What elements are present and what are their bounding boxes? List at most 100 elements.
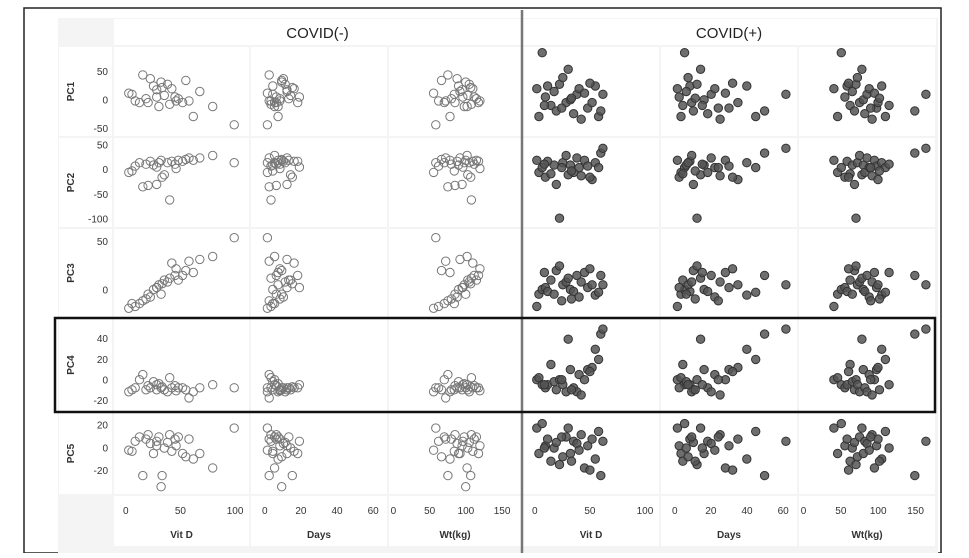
point-neg-days-pc1-25 — [294, 92, 305, 102]
point-neg-vitd-pc2-25 — [152, 162, 162, 172]
point-pos-wt-pc2-2 — [836, 162, 846, 173]
y-tick-pc4-3: -20 — [94, 396, 109, 407]
x-tick-1-0: 0 — [262, 506, 268, 517]
point-pos-vitd-pc3-8 — [554, 261, 565, 271]
point-neg-vitd-pc2-14 — [167, 156, 177, 167]
point-neg-wt-pc1-26 — [466, 82, 476, 93]
point-neg-vitd-pc1-10 — [156, 77, 166, 87]
point-pos-wt-pc4-26 — [843, 366, 854, 377]
point-pos-days-pc3-17 — [720, 267, 731, 278]
point-pos-vitd-pc5-9 — [558, 452, 568, 462]
point-pos-wt-pc2-19 — [873, 174, 883, 185]
panel-3-0 — [523, 47, 659, 136]
point-neg-vitd-pc3-24 — [127, 298, 137, 309]
point-neg-days-pc5-5 — [271, 430, 281, 440]
point-pos-days-pc1-9 — [683, 72, 693, 83]
point-pos-days-pc5-25 — [697, 443, 707, 453]
point-pos-days-pc3-25 — [697, 267, 707, 278]
point-neg-wt-pc5-2 — [439, 432, 449, 442]
point-pos-vitd-pc5-22 — [596, 470, 606, 481]
point-pos-wt-pc1-3 — [840, 92, 850, 102]
point-pos-wt-pc3-26 — [843, 264, 854, 274]
y-tick-pc4-1: 20 — [97, 355, 109, 366]
point-pos-days-pc2-14 — [706, 153, 716, 163]
point-pos-wt-pc2-26 — [843, 172, 854, 182]
point-pos-vitd-pc2-5 — [546, 169, 556, 179]
point-neg-vitd-pc2-8 — [152, 179, 162, 190]
point-neg-vitd-pc3-21 — [195, 254, 205, 265]
point-pos-days-pc5-18 — [724, 441, 734, 451]
y-tick-pc3-0: 50 — [97, 237, 109, 248]
point-pos-wt-pc1-23 — [921, 89, 931, 100]
point-pos-days-pc3-22 — [759, 270, 770, 281]
point-pos-days-pc1-24 — [690, 93, 700, 103]
point-pos-days-pc1-16 — [715, 114, 725, 124]
point-neg-vitd-pc2-12 — [162, 158, 173, 168]
point-pos-days-pc1-8 — [692, 79, 702, 90]
point-pos-vitd-pc3-27 — [557, 296, 567, 306]
point-neg-days-pc5-21 — [282, 448, 292, 459]
point-pos-days-pc3-20 — [742, 290, 752, 300]
point-neg-vitd-pc4-23 — [229, 383, 239, 393]
panel-2-3 — [389, 319, 521, 411]
point-pos-days-pc4-12 — [699, 364, 709, 375]
point-neg-wt-pc1-18 — [436, 75, 447, 86]
y-axis-label-pc2: PC2 — [66, 172, 77, 192]
point-pos-days-pc2-23 — [781, 143, 791, 154]
point-neg-wt-pc3-15 — [469, 270, 479, 281]
point-neg-days-pc4-19 — [264, 393, 274, 403]
point-pos-vitd-pc1-9 — [558, 72, 568, 83]
panel-4-1 — [661, 138, 797, 227]
point-pos-vitd-pc1-17 — [579, 88, 590, 98]
point-neg-days-pc2-5 — [271, 180, 281, 191]
x-tick-4-0: 0 — [672, 506, 678, 517]
x-axis-label-0: Vit D — [170, 530, 193, 541]
point-neg-wt-pc2-20 — [445, 155, 455, 166]
point-pos-vitd-pc5-24 — [566, 456, 577, 466]
point-neg-days-pc3-19 — [264, 256, 274, 266]
point-neg-days-pc3-22 — [269, 251, 280, 262]
x-tick-1-2: 40 — [331, 506, 343, 517]
x-tick-1-3: 60 — [368, 506, 380, 517]
point-pos-vitd-pc4-20 — [590, 344, 600, 354]
point-pos-days-pc3-26 — [727, 264, 738, 274]
point-pos-days-pc4-20 — [742, 344, 752, 354]
point-neg-wt-pc5-17 — [473, 448, 484, 459]
point-neg-wt-pc4-13 — [466, 373, 477, 383]
point-pos-wt-pc5-26 — [843, 465, 854, 475]
point-neg-days-pc3-7 — [268, 284, 278, 295]
point-pos-vitd-pc3-23 — [598, 280, 608, 290]
highlight-row-box — [53, 316, 937, 414]
point-pos-days-pc5-15 — [710, 445, 720, 455]
point-neg-vitd-pc5-7 — [148, 448, 159, 459]
point-neg-wt-pc1-2 — [439, 97, 449, 108]
point-pos-vitd-pc5-21 — [593, 426, 604, 437]
x-tick-2-2: 100 — [458, 506, 475, 517]
y-tick-pc4-0: 40 — [97, 334, 109, 345]
point-pos-days-pc3-21 — [751, 287, 761, 297]
point-neg-wt-pc5-5 — [450, 430, 460, 440]
point-pos-vitd-pc3-25 — [539, 267, 550, 278]
point-pos-wt-pc2-24 — [874, 166, 885, 176]
point-pos-vitd-pc4-7 — [551, 385, 561, 395]
header-bg-covid-neg — [114, 19, 521, 45]
point-neg-days-pc1-27 — [275, 96, 285, 106]
point-neg-vitd-pc4-13 — [165, 373, 175, 383]
point-neg-vitd-pc1-8 — [152, 85, 162, 95]
y-tick-pc5-1: 0 — [102, 443, 108, 454]
xaxis-cell-1 — [251, 496, 387, 546]
point-pos-days-pc4-3 — [674, 383, 684, 393]
point-neg-days-pc2-16 — [284, 155, 294, 166]
point-pos-vitd-pc4-23 — [598, 324, 608, 334]
point-pos-vitd-pc5-1 — [534, 448, 544, 459]
point-neg-wt-pc1-23 — [431, 120, 441, 130]
panel-0-0 — [114, 47, 249, 136]
point-pos-wt-pc3-21 — [880, 287, 891, 297]
point-neg-vitd-pc3-26 — [157, 279, 167, 289]
point-pos-vitd-pc4-16 — [576, 390, 586, 400]
point-neg-vitd-pc1-18 — [181, 75, 191, 86]
point-neg-wt-pc3-26 — [466, 279, 476, 289]
point-neg-vitd-pc4-24 — [127, 385, 137, 395]
point-pos-vitd-pc2-24 — [566, 166, 577, 176]
